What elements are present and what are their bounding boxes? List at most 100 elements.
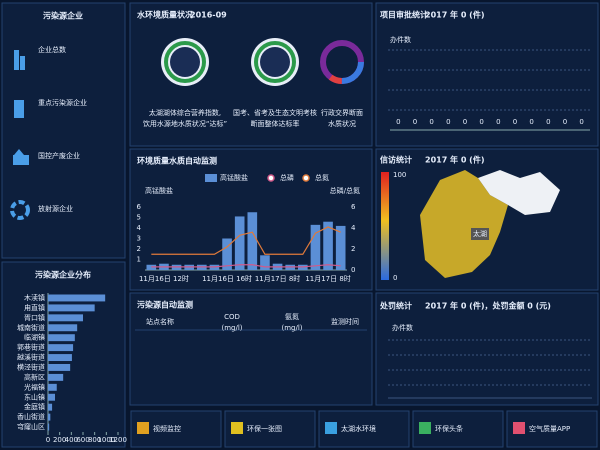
table-header: 监测时间 [331, 317, 359, 326]
y-tick-label: 6 [137, 203, 142, 211]
y-tick-label: 4 [137, 224, 142, 232]
y2-tick-label: 4 [351, 224, 356, 232]
value-label: 0 [446, 118, 450, 126]
x-tick-label: 11月16日 12时 [139, 274, 189, 283]
value-label: 0 [479, 118, 483, 126]
line [151, 226, 341, 255]
nav-icon [419, 422, 431, 434]
y-tick-label: 城南街道 [17, 323, 45, 332]
gauge-caption: 饮用水源地水质状况“达标” [143, 119, 227, 128]
y-tick-label: 光福镇 [24, 382, 45, 391]
chart-subtitle: 2017 年 0 (件) [425, 10, 485, 20]
value-label: 0 [529, 118, 533, 126]
chart-title: 项目审批统计 [380, 10, 428, 20]
bar [48, 393, 55, 401]
legend-label: 总氮 [315, 173, 329, 182]
x-tick-label: 11月16日 16时 [202, 274, 252, 283]
legend-swatch [302, 174, 310, 182]
bar [335, 225, 346, 270]
bar [48, 314, 83, 322]
value-label: 0 [396, 118, 400, 126]
nav-label: 太湖水环境 [341, 424, 376, 433]
value-label: 0 [429, 118, 433, 126]
item-label: 放射源企业 [38, 204, 73, 213]
nav-icon [137, 422, 149, 434]
panel-date: 2016-09 [190, 11, 227, 20]
nav-icon [325, 422, 337, 434]
y-tick-label: 2 [137, 245, 141, 253]
y-tick-label: 木渎镇 [24, 293, 45, 302]
gauge-caption: 断面整体达标率 [251, 119, 300, 128]
bar [222, 238, 232, 270]
axis-label: 办件数 [390, 35, 411, 44]
line [151, 264, 341, 268]
value-label: 0 [413, 118, 417, 126]
bar [48, 403, 53, 411]
y-tick-label: 郭巷街道 [17, 343, 45, 352]
bar [323, 221, 333, 270]
panel-summary: 2017 年 0 (件) [425, 155, 485, 165]
scale-label: 0 [393, 274, 397, 282]
nav-label: 空气质量APP [529, 424, 570, 433]
bar [48, 304, 95, 312]
x-tick-label: 11月17日 8时 [305, 274, 351, 283]
nav-label: 环保一张图 [247, 424, 282, 433]
bar [310, 224, 321, 270]
panel [375, 292, 599, 406]
chart-title: 污染源企业分布 [35, 270, 91, 280]
bar [48, 344, 74, 352]
gauge-caption: 水质状况 [328, 119, 356, 128]
value-label: 0 [513, 118, 517, 126]
y-tick-label: 香山街道 [17, 412, 45, 421]
panel [129, 292, 373, 406]
y-tick-label: 高新区 [24, 372, 45, 381]
gauge-caption: 太湖湖体综合营养指数, [149, 108, 221, 117]
value-label: 0 [563, 118, 567, 126]
y-tick-label: 1 [137, 256, 141, 264]
panel-title: 污染源企业 [43, 11, 83, 21]
y-tick-label: 临湖镇 [24, 333, 45, 342]
panel-title: 污染源自动监测 [137, 300, 193, 310]
y2-tick-label: 2 [351, 245, 355, 253]
legend-swatch [205, 174, 217, 182]
gauge-caption: 行政交界断面 [321, 108, 363, 117]
table-header: 站点名称 [146, 317, 174, 326]
panel-title: 水环境质量状况 [136, 10, 193, 20]
grid [388, 49, 592, 399]
table-header: (mg/l) [281, 324, 302, 332]
item-label: 国控产废企业 [38, 151, 80, 160]
x-tick-label: 800 [88, 436, 101, 444]
x-tick-label: 11月17日 8时 [255, 274, 301, 283]
axis-label: 总磷/总氮 [330, 186, 360, 195]
x-tick-label: 200 [53, 436, 66, 444]
y-tick-label: 越溪街道 [17, 353, 45, 362]
value-label: 0 [546, 118, 550, 126]
legend-label: 总磷 [280, 173, 294, 182]
y-tick-label: 金庭镇 [24, 402, 45, 411]
x-tick-label: 1000 [97, 436, 115, 444]
legend-swatch [267, 174, 275, 182]
bar [48, 354, 72, 361]
y-tick-label: 5 [137, 214, 141, 222]
bar [234, 216, 245, 270]
icons [10, 50, 30, 220]
bar [48, 383, 57, 391]
x-tick-label: 400 [65, 436, 78, 444]
value-label: 0 [496, 118, 500, 126]
map-label: 太湖 [473, 229, 487, 238]
bar [48, 294, 106, 302]
value-label: 0 [579, 118, 583, 126]
gauges [161, 38, 364, 86]
bar [48, 334, 75, 342]
map [381, 170, 560, 280]
bar [48, 373, 64, 381]
bar [48, 364, 71, 371]
table-header: (mg/l) [221, 324, 242, 332]
bar [48, 413, 51, 421]
bar [260, 255, 270, 270]
scale-label: 100 [393, 171, 406, 179]
y-tick-label: 横泾街道 [17, 362, 45, 371]
x-tick-label: 0 [46, 436, 50, 444]
y-tick-label: 胥口镇 [24, 313, 45, 322]
panel-title: 处罚统计 [379, 301, 412, 311]
